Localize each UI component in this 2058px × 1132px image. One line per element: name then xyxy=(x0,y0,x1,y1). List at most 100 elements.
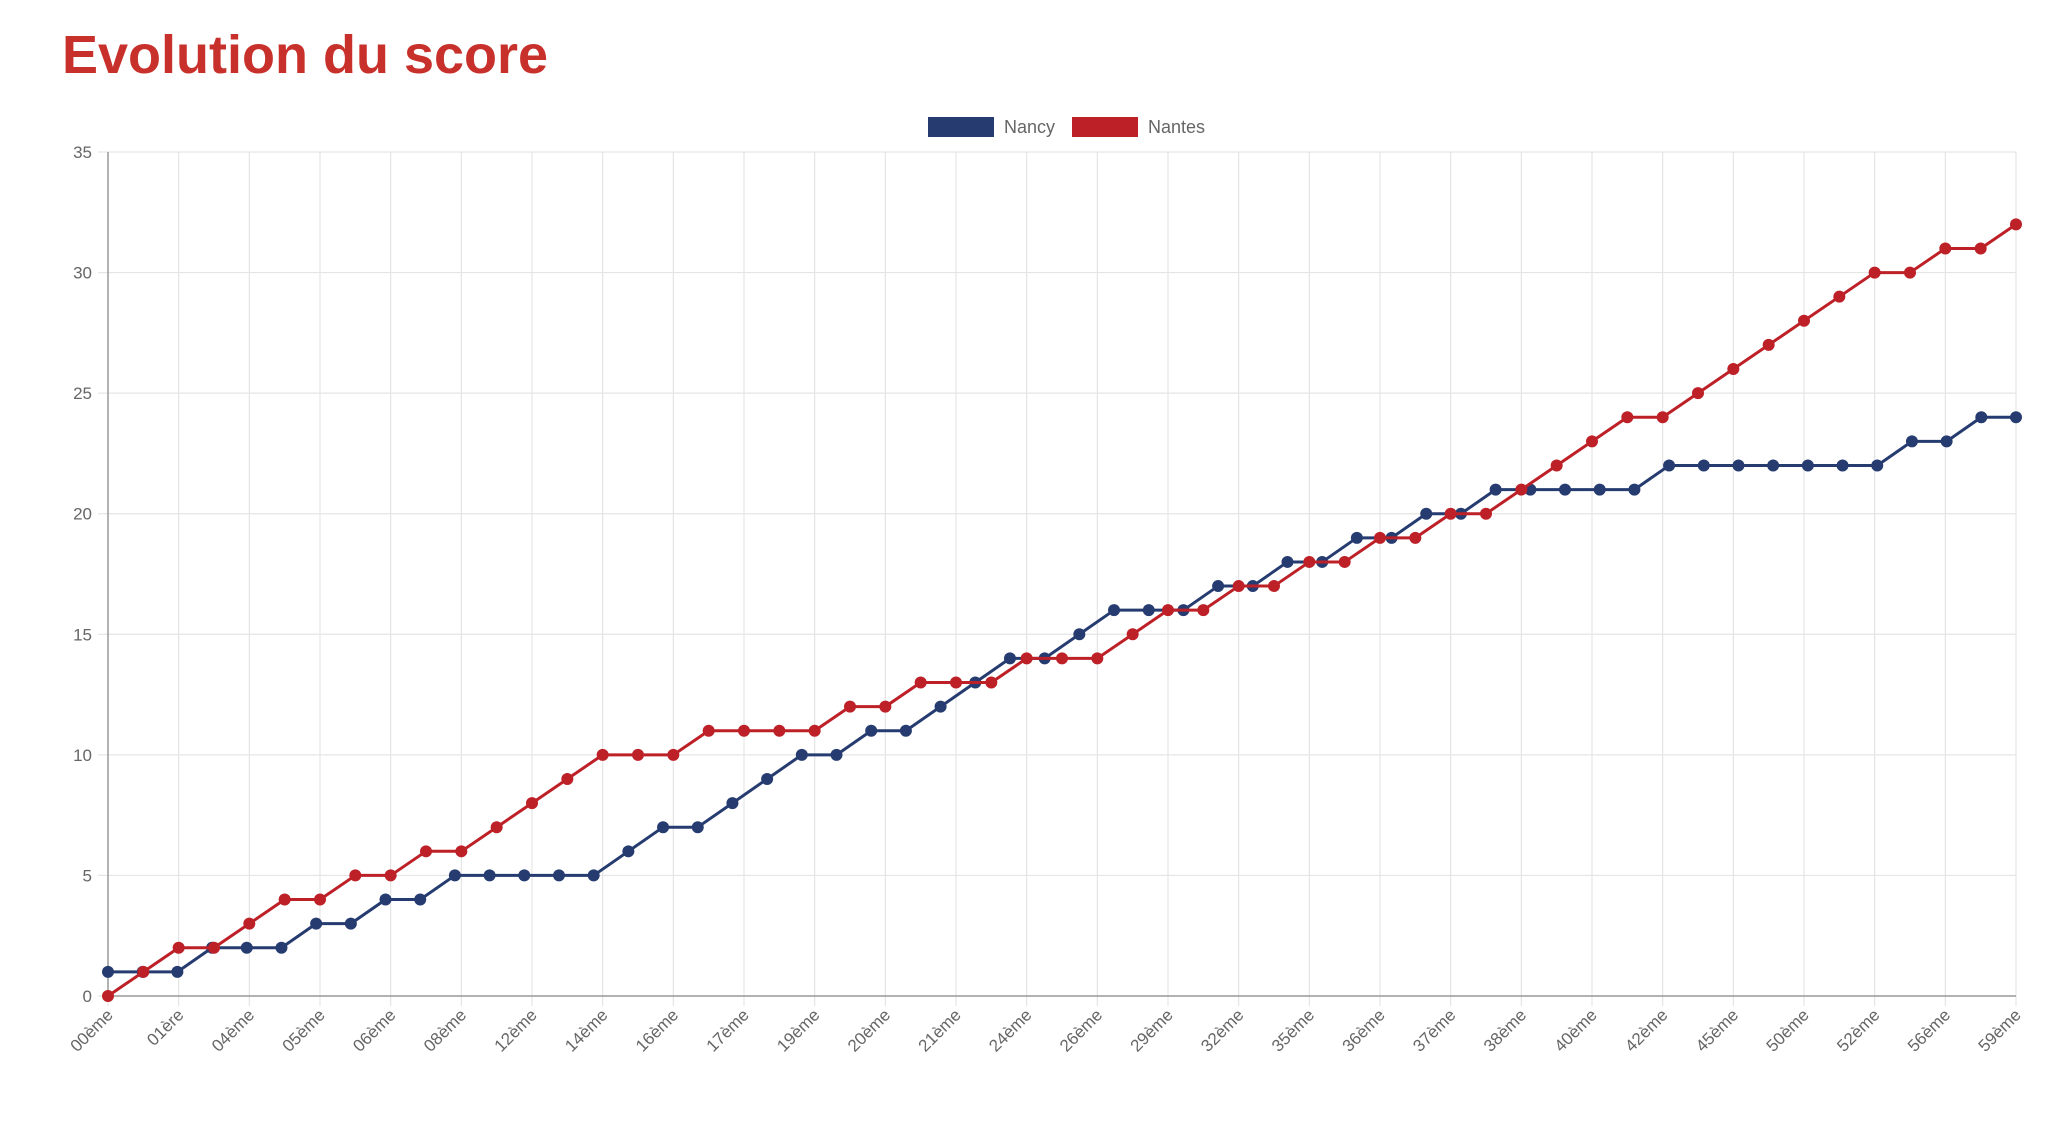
data-point-nantes[interactable] xyxy=(349,869,362,882)
data-point-nancy[interactable] xyxy=(310,917,323,930)
data-point-nantes[interactable] xyxy=(1868,266,1881,279)
data-point-nantes[interactable] xyxy=(702,724,715,737)
data-point-nantes[interactable] xyxy=(1162,604,1174,617)
data-point-nantes[interactable] xyxy=(1374,531,1386,544)
data-point-nancy[interactable] xyxy=(2010,411,2022,424)
data-point-nantes[interactable] xyxy=(1303,555,1316,568)
data-point-nancy[interactable] xyxy=(865,724,878,737)
data-point-nancy[interactable] xyxy=(691,821,704,834)
data-point-nantes[interactable] xyxy=(526,797,538,810)
data-point-nantes[interactable] xyxy=(985,676,998,689)
data-point-nantes[interactable] xyxy=(1939,242,1952,255)
data-point-nancy[interactable] xyxy=(1559,483,1572,496)
data-point-nancy[interactable] xyxy=(1871,459,1884,472)
data-point-nantes[interactable] xyxy=(1798,314,1810,327)
data-point-nancy[interactable] xyxy=(587,869,600,882)
data-point-nantes[interactable] xyxy=(950,676,962,689)
data-point-nancy[interactable] xyxy=(483,869,496,882)
data-point-nancy[interactable] xyxy=(102,965,114,978)
data-point-nancy[interactable] xyxy=(1420,507,1433,520)
data-point-nantes[interactable] xyxy=(1762,338,1775,351)
data-point-nancy[interactable] xyxy=(1836,459,1849,472)
data-point-nancy[interactable] xyxy=(1663,459,1676,472)
data-point-nancy[interactable] xyxy=(1801,459,1814,472)
data-point-nantes[interactable] xyxy=(879,700,892,713)
data-point-nantes[interactable] xyxy=(1833,290,1846,303)
legend-swatch-nancy[interactable] xyxy=(928,117,994,137)
data-point-nantes[interactable] xyxy=(596,748,609,761)
data-point-nancy[interactable] xyxy=(1212,580,1225,593)
data-point-nancy[interactable] xyxy=(934,700,947,713)
data-point-nantes[interactable] xyxy=(1480,507,1492,520)
data-point-nantes[interactable] xyxy=(1515,483,1528,496)
data-point-nancy[interactable] xyxy=(899,724,912,737)
data-point-nantes[interactable] xyxy=(1056,652,1068,665)
data-point-nantes[interactable] xyxy=(2010,218,2022,231)
data-point-nantes[interactable] xyxy=(1621,411,1634,424)
data-point-nantes[interactable] xyxy=(1091,652,1104,665)
data-point-nantes[interactable] xyxy=(1692,387,1704,400)
data-point-nantes[interactable] xyxy=(102,990,114,1002)
data-point-nancy[interactable] xyxy=(1350,531,1363,544)
data-point-nancy[interactable] xyxy=(1767,459,1780,472)
data-point-nantes[interactable] xyxy=(1020,652,1033,665)
data-point-nancy[interactable] xyxy=(414,893,427,906)
data-point-nantes[interactable] xyxy=(667,748,680,761)
data-point-nantes[interactable] xyxy=(1586,435,1598,448)
data-point-nantes[interactable] xyxy=(1197,604,1210,617)
data-point-nancy[interactable] xyxy=(1142,604,1155,617)
data-point-nancy[interactable] xyxy=(1628,483,1641,496)
data-point-nancy[interactable] xyxy=(240,941,253,954)
data-point-nantes[interactable] xyxy=(1656,411,1669,424)
data-point-nantes[interactable] xyxy=(561,772,574,785)
data-point-nantes[interactable] xyxy=(1444,507,1457,520)
data-point-nantes[interactable] xyxy=(1974,242,1987,255)
data-point-nantes[interactable] xyxy=(455,845,468,858)
data-point-nantes[interactable] xyxy=(384,869,397,882)
data-point-nantes[interactable] xyxy=(314,893,326,906)
data-point-nancy[interactable] xyxy=(1940,435,1953,448)
data-point-nancy[interactable] xyxy=(1489,483,1502,496)
data-point-nancy[interactable] xyxy=(275,941,288,954)
data-point-nantes[interactable] xyxy=(632,748,644,761)
data-point-nancy[interactable] xyxy=(657,821,670,834)
data-point-nantes[interactable] xyxy=(1550,459,1563,472)
data-point-nantes[interactable] xyxy=(172,941,185,954)
data-point-nantes[interactable] xyxy=(208,941,220,954)
data-point-nancy[interactable] xyxy=(1975,411,1988,424)
data-point-nantes[interactable] xyxy=(844,700,856,713)
data-point-nancy[interactable] xyxy=(1003,652,1016,665)
data-point-nantes[interactable] xyxy=(1126,628,1139,641)
data-point-nantes[interactable] xyxy=(808,724,821,737)
data-point-nancy[interactable] xyxy=(1905,435,1918,448)
data-point-nancy[interactable] xyxy=(1697,459,1710,472)
data-point-nantes[interactable] xyxy=(137,965,150,978)
legend-label-nantes[interactable]: Nantes xyxy=(1148,117,1205,137)
data-point-nancy[interactable] xyxy=(518,869,531,882)
legend-swatch-nantes[interactable] xyxy=(1072,117,1138,137)
data-point-nantes[interactable] xyxy=(1904,266,1916,279)
legend-label-nancy[interactable]: Nancy xyxy=(1004,117,1055,137)
data-point-nancy[interactable] xyxy=(761,772,774,785)
data-point-nantes[interactable] xyxy=(1232,580,1245,593)
data-point-nantes[interactable] xyxy=(490,821,503,834)
data-point-nantes[interactable] xyxy=(914,676,927,689)
data-point-nancy[interactable] xyxy=(552,869,565,882)
data-point-nantes[interactable] xyxy=(1338,555,1351,568)
data-point-nantes[interactable] xyxy=(1409,531,1422,544)
data-point-nancy[interactable] xyxy=(448,869,461,882)
data-point-nancy[interactable] xyxy=(726,797,739,810)
data-point-nancy[interactable] xyxy=(1593,483,1606,496)
data-point-nantes[interactable] xyxy=(738,724,750,737)
data-point-nancy[interactable] xyxy=(795,748,808,761)
data-point-nantes[interactable] xyxy=(1727,363,1740,376)
data-point-nancy[interactable] xyxy=(1108,604,1121,617)
data-point-nancy[interactable] xyxy=(1073,628,1086,641)
data-point-nantes[interactable] xyxy=(773,724,786,737)
data-point-nantes[interactable] xyxy=(1268,580,1280,593)
data-point-nancy[interactable] xyxy=(171,965,184,978)
data-point-nantes[interactable] xyxy=(243,917,256,930)
data-point-nancy[interactable] xyxy=(344,917,357,930)
data-point-nancy[interactable] xyxy=(622,845,635,858)
data-point-nancy[interactable] xyxy=(379,893,392,906)
